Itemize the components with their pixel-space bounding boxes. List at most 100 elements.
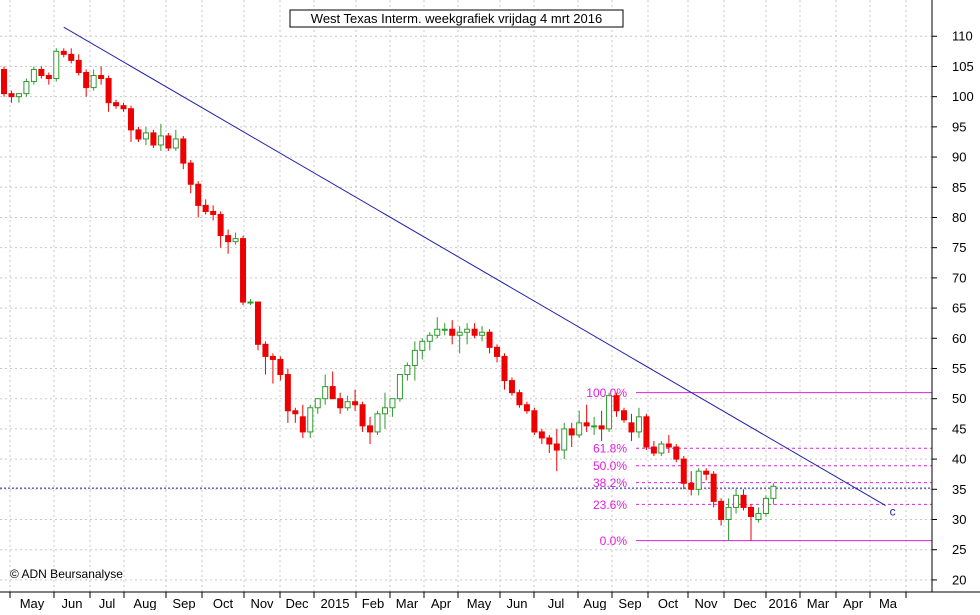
candle-body-down	[486, 331, 493, 348]
candle-body-down	[83, 71, 90, 89]
candle-body-up	[314, 398, 321, 409]
candle-body-down	[352, 401, 359, 406]
candle-body-down	[688, 482, 695, 490]
candle-body-down	[98, 75, 105, 80]
candle-body-down	[8, 93, 15, 98]
y-tick-label: 95	[952, 119, 966, 134]
candle-body-down	[650, 446, 657, 454]
candle-body-down	[643, 416, 650, 448]
candle-body-down	[583, 422, 590, 427]
candle-body-up	[142, 132, 149, 140]
candle-body-up	[762, 497, 769, 514]
candle-body-down	[718, 500, 725, 521]
x-tick-label: Jun	[507, 596, 528, 610]
candle-body-up	[23, 81, 30, 95]
candle-body-up	[561, 428, 568, 451]
gridlines	[0, 0, 932, 592]
candle-body-down	[38, 68, 45, 77]
y-tick-label: 20	[952, 572, 966, 587]
candle-body-up	[434, 328, 441, 336]
candle-body-down	[329, 386, 336, 400]
candle-body-down	[105, 78, 112, 104]
candle-body-down	[284, 374, 291, 412]
candle-body-down	[621, 410, 628, 421]
x-tick-label: Oct	[213, 596, 234, 610]
x-tick-label: Ma	[879, 596, 898, 610]
candle-body-down	[225, 235, 232, 243]
y-tick-label: 105	[952, 59, 974, 74]
candle-body-up	[90, 75, 97, 89]
candle-body-down	[359, 404, 366, 427]
fib-level-label: 38.2%	[593, 476, 627, 490]
candle-body-down	[538, 431, 545, 439]
y-tick-label: 40	[952, 452, 966, 467]
candle-body-up	[695, 470, 702, 490]
candle-body-down	[523, 404, 530, 412]
candle-body-up	[15, 93, 22, 98]
candle-body-down	[471, 328, 478, 336]
fib-level-label: 61.8%	[593, 442, 627, 456]
candle-body-up	[456, 331, 463, 336]
candle-body-down	[673, 446, 680, 460]
x-tick-label: May	[467, 596, 492, 610]
copyright-label: © ADN Beursanalyse	[10, 567, 123, 581]
candle-body-up	[635, 416, 642, 433]
candle-body-down	[150, 132, 157, 146]
candle-body-up	[374, 413, 381, 433]
candle-body-down	[740, 494, 747, 508]
candle-body-down	[449, 328, 456, 336]
candle-body-up	[396, 374, 403, 400]
candle-body-down	[628, 422, 635, 433]
candle-body-down	[135, 129, 142, 140]
overlays: c	[63, 26, 896, 519]
candle-body-down	[568, 428, 575, 436]
candle-body-up	[247, 301, 254, 304]
y-tick-label: 50	[952, 391, 966, 406]
candle-body-down	[262, 343, 269, 357]
candles	[1, 48, 777, 541]
chart-title-box	[289, 9, 624, 28]
candle-body-up	[441, 328, 448, 331]
candle-body-down	[665, 443, 672, 448]
x-tick-label: Sep	[618, 596, 641, 610]
y-tick-label: 45	[952, 421, 966, 436]
candle-body-up	[464, 328, 471, 333]
candle-body-up	[307, 407, 314, 433]
fib-level-label: 23.6%	[593, 498, 627, 512]
candle-body-up	[322, 386, 329, 400]
candle-body-down	[494, 346, 501, 357]
candle-body-up	[755, 512, 762, 521]
candle-body-up	[404, 364, 411, 376]
x-tick-label: Feb	[362, 596, 384, 610]
candle-body-down	[60, 50, 67, 55]
candle-body-down	[210, 210, 217, 215]
x-tick-label: Mar	[396, 596, 419, 610]
candle-body-up	[576, 422, 583, 436]
y-tick-label: 75	[952, 240, 966, 255]
fib-level-label: 50.0%	[593, 459, 627, 473]
y-tick-label: 55	[952, 361, 966, 376]
candle-body-up	[53, 50, 60, 80]
candle-body-down	[180, 138, 187, 164]
candle-body-up	[389, 398, 396, 409]
candle-body-up	[419, 340, 426, 351]
y-tick-label: 100	[952, 89, 974, 104]
candle-body-up	[591, 425, 598, 428]
x-tick-label: Aug	[583, 596, 606, 610]
x-tick-label: Mar	[807, 596, 830, 610]
candle-body-down	[75, 59, 82, 73]
x-tick-label: May	[20, 596, 45, 610]
x-tick-label: Apr	[843, 596, 864, 610]
x-tick-label: Jul	[548, 596, 565, 610]
candle-body-down	[516, 392, 523, 406]
candle-body-down	[120, 105, 127, 110]
candle-body-up	[479, 331, 486, 336]
candle-body-up	[232, 238, 239, 243]
candle-body-up	[344, 401, 351, 409]
y-tick-label: 35	[952, 482, 966, 497]
x-tick-label: Jul	[99, 596, 116, 610]
candle-body-up	[411, 349, 418, 366]
